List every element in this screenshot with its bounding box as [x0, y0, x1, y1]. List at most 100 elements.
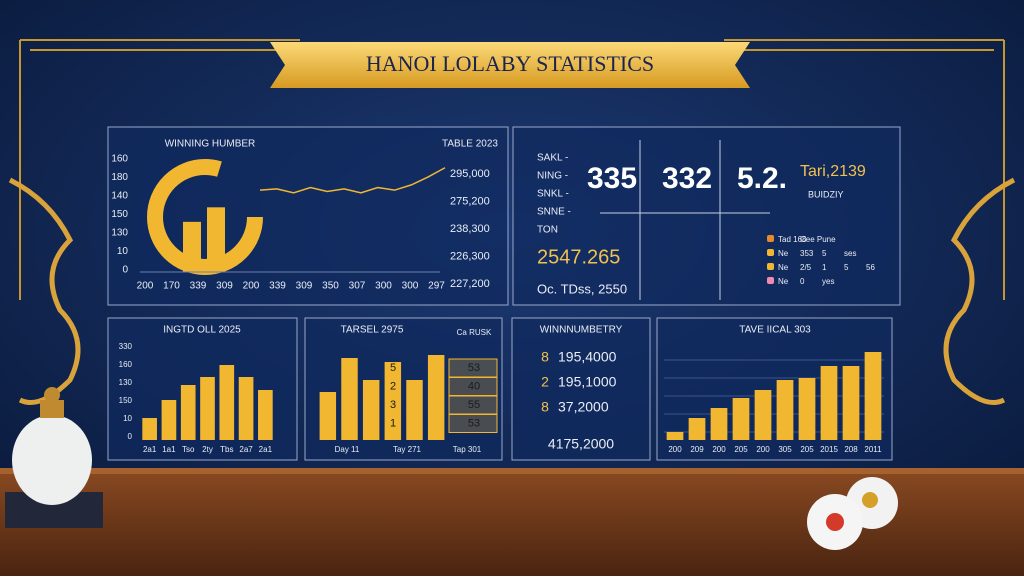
ornaments	[8, 177, 1016, 405]
bar	[406, 380, 423, 440]
y-label: 160	[111, 154, 128, 165]
table-cell	[448, 414, 498, 433]
x-label: 2015	[820, 445, 838, 454]
y-label: 130	[119, 378, 133, 387]
table-text: 3	[390, 399, 396, 411]
vase	[5, 387, 103, 528]
stat-label: SAKL -	[537, 153, 568, 164]
bar	[384, 362, 402, 440]
winning-value: 195,1000	[558, 374, 617, 390]
side-value: Tari,2139	[800, 163, 866, 180]
x-label: 2a1	[143, 445, 157, 454]
x-label: 2a1	[259, 445, 273, 454]
right-label: 238,300	[450, 223, 490, 235]
side-sub: BUIDZIY	[808, 189, 844, 199]
bar	[776, 380, 794, 440]
x-label: 1a1	[162, 445, 176, 454]
chart-title: TAVE IICAL 303	[739, 325, 811, 336]
bar	[161, 400, 177, 440]
legend-text: 56	[866, 263, 875, 272]
y-label: 180	[111, 172, 128, 183]
winning-total: 4175,2000	[548, 436, 614, 452]
stat-label: NING -	[537, 171, 568, 182]
table-edge	[0, 468, 1024, 474]
bar	[798, 378, 816, 440]
x-label: 208	[844, 445, 858, 454]
y-label: 150	[119, 396, 133, 405]
y-label: 160	[119, 360, 133, 369]
x-label: 305	[778, 445, 792, 454]
x-label: 300	[402, 281, 419, 292]
table-text: 55	[468, 399, 480, 411]
x-label: 2ty	[202, 445, 213, 454]
table-text: 2	[390, 380, 396, 392]
stat-label: SNKL -	[537, 189, 569, 200]
x-label: 170	[163, 281, 180, 292]
right-label: 295,000	[450, 168, 490, 180]
note: Oc. TDss, 2550	[537, 281, 627, 296]
bar	[258, 390, 273, 440]
x-label: 300	[375, 281, 392, 292]
right-label: 226,300	[450, 250, 490, 262]
bar	[688, 418, 706, 440]
x-label: 200	[137, 281, 154, 292]
y-label: 0	[122, 265, 128, 276]
legend-swatch	[767, 235, 774, 242]
label: WINNING HUMBER	[165, 139, 256, 150]
x-label: 200	[756, 445, 770, 454]
x-label: 350	[322, 281, 339, 292]
legend-text: Cee Pune	[800, 235, 836, 244]
x-label: 200	[712, 445, 726, 454]
line	[259, 167, 446, 194]
bar	[362, 380, 380, 440]
big-number: 332	[662, 162, 712, 195]
x-label: 209	[690, 445, 704, 454]
table-text: 53	[468, 362, 480, 374]
bar	[219, 365, 235, 440]
x-label: Tap 301	[453, 445, 482, 454]
legend-text: Ne	[778, 263, 789, 272]
y-label: 130	[111, 228, 128, 239]
bar	[427, 355, 445, 440]
bar	[864, 352, 882, 440]
bar	[319, 392, 337, 440]
table-text: 5	[390, 362, 396, 374]
bar	[710, 408, 728, 440]
stat-label: SNNE -	[537, 207, 571, 218]
stat-label: TON	[537, 225, 558, 236]
legend-text: Ne	[778, 277, 789, 286]
y-label: 150	[111, 209, 128, 220]
bar	[142, 418, 157, 440]
table-text: 53	[468, 417, 480, 429]
banner	[270, 42, 750, 88]
x-label: 307	[349, 281, 366, 292]
legend-text: 5	[844, 263, 849, 272]
winning-value: 37,2000	[558, 399, 609, 415]
bar	[732, 398, 750, 440]
bar	[238, 377, 254, 440]
x-label: 2011	[864, 445, 882, 454]
y-label: 140	[111, 191, 128, 202]
legend-text: yes	[822, 277, 834, 286]
label: TABLE 2023	[442, 139, 498, 150]
winning-icon: 8	[541, 399, 549, 415]
bar	[820, 366, 838, 440]
x-label: 309	[296, 281, 313, 292]
legend-text: 1	[822, 263, 827, 272]
bar	[180, 385, 196, 440]
winning-icon: 2	[541, 374, 549, 390]
banner-title: HANOI LOLABY STATISTICS	[366, 51, 654, 76]
table-text: 40	[468, 380, 480, 392]
x-label: Tay 271	[393, 445, 422, 454]
x-label: 200	[668, 445, 682, 454]
winning-icon: 8	[541, 349, 549, 365]
gauge-ring	[147, 159, 263, 275]
table-text: 1	[390, 417, 396, 429]
legend-swatch	[767, 263, 774, 270]
x-label: Tso	[182, 445, 195, 454]
legend-swatch	[767, 277, 774, 284]
y-label: 10	[117, 246, 129, 257]
legend-text: 353	[800, 249, 814, 258]
panels	[107, 126, 901, 461]
bar	[666, 432, 684, 440]
